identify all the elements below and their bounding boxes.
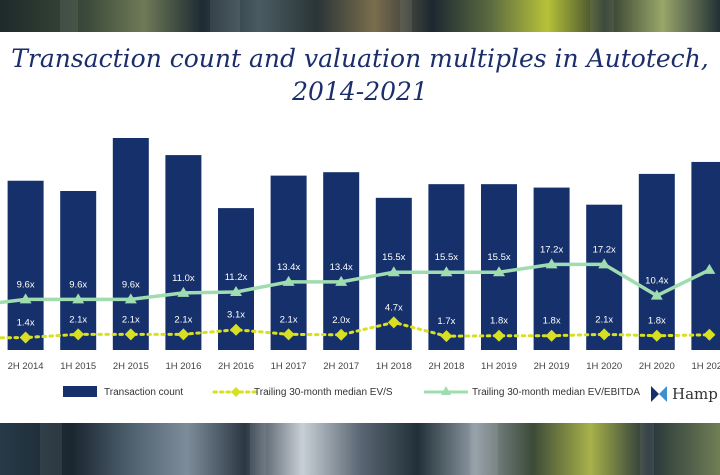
point-ev-ebitda (387, 266, 400, 277)
point-ev-ebitda (282, 275, 295, 286)
point-ev-ebitda (545, 258, 558, 269)
data-label-ev-ebitda: 15.5x (382, 252, 405, 263)
brand-logo-text: Hamp (672, 385, 718, 403)
point-ev-ebitda (230, 285, 242, 296)
point-ev-s (177, 328, 190, 341)
legend: Transaction count Trailing 30-month medi… (63, 386, 640, 398)
data-label-ev-ebitda: 17.2x (540, 244, 563, 255)
bar-transaction-count (165, 155, 202, 350)
point-ev-s (230, 323, 242, 336)
point-ev-s (703, 328, 716, 341)
point-ev-s (440, 330, 453, 343)
data-label-ev-s: 1.4x (17, 318, 35, 329)
bar-transaction-count (112, 138, 149, 350)
legend-marker-ev-ebitda (441, 386, 451, 395)
point-ev-s (545, 329, 558, 342)
x-tick-label: 1H 2017 (271, 361, 307, 372)
hampleton-logo-icon (651, 386, 667, 402)
point-ev-ebitda (650, 289, 663, 300)
data-label-ev-s: 3.1x (227, 310, 245, 321)
data-label-ev-s: 2.1x (174, 314, 192, 325)
data-label-ev-s: 2.1x (280, 314, 298, 325)
x-tick-label: 1H 2018 (376, 361, 412, 372)
series-line-ev-s (0, 320, 711, 340)
brand-logo: Hamp (651, 384, 718, 404)
legend-label-ev-s: Trailing 30-month median EV/S (254, 387, 393, 398)
point-ev-s (335, 328, 348, 341)
legend-label-transaction-count: Transaction count (104, 387, 183, 398)
ev-s-series-layer: 1.3x1.4x2.1x2.1x2.1x3.1x2.1x2.0x4.7x1.7x… (0, 302, 716, 344)
data-label-ev-ebitda: 9.6x (69, 279, 87, 290)
bar-transaction-count (270, 175, 307, 350)
legend-marker-ev-s (231, 387, 241, 397)
point-ev-ebitda (124, 293, 137, 304)
x-tick-label: 2H 2020 (639, 361, 675, 372)
point-ev-s (598, 328, 611, 341)
data-label-ev-s: 1.8x (490, 316, 508, 327)
point-ev-s (72, 328, 85, 341)
data-label-ev-s: 1.8x (648, 316, 666, 327)
x-tick-label: 1H 2016 (165, 361, 201, 372)
point-ev-s (493, 329, 505, 342)
point-ev-ebitda (72, 293, 85, 304)
x-tick-label: 2H 2016 (218, 361, 254, 372)
point-ev-ebitda (335, 275, 348, 286)
point-ev-s (282, 328, 295, 341)
data-label-ev-s: 2.0x (332, 315, 350, 326)
chart-title: Transaction count and valuation multiple… (11, 44, 709, 106)
point-ev-s (650, 329, 663, 342)
data-label-ev-ebitda: 15.5x (487, 252, 510, 263)
legend-label-ev-ebitda: Trailing 30-month median EV/EBITDA (472, 387, 640, 398)
data-label-ev-ebitda: 9.6x (122, 279, 140, 290)
x-tick-label: 2H 2019 (534, 361, 570, 372)
point-ev-ebitda (440, 266, 453, 277)
point-ev-ebitda (19, 293, 32, 304)
data-label-ev-ebitda: 13.4x (330, 262, 353, 273)
point-ev-ebitda (703, 263, 716, 274)
header-photo-strip (0, 0, 720, 32)
point-ev-ebitda (598, 258, 611, 269)
x-tick-label: 1H 2015 (60, 361, 96, 372)
legend-swatch-transaction-count (63, 386, 97, 397)
bar-transaction-count (60, 191, 97, 350)
data-label-ev-ebitda: 11.0x (172, 273, 195, 284)
ev-ebitda-series-layer: 8.2x9.6x9.6x9.6x11.0x11.2x13.4x13.4x15.5… (0, 244, 716, 305)
data-label-ev-ebitda: 15.5x (435, 252, 458, 263)
footer-photo-strip (0, 423, 720, 475)
data-label-ev-ebitda: 11.2x (225, 272, 248, 283)
data-label-ev-s: 2.1x (122, 314, 140, 325)
data-label-ev-ebitda: 13.4x (277, 262, 300, 273)
bar-transaction-count (533, 187, 570, 350)
point-ev-s (387, 316, 400, 329)
bar-transaction-count (323, 172, 360, 350)
bar-transaction-count (638, 173, 675, 350)
data-label-ev-ebitda: 9.6x (17, 279, 35, 290)
x-tick-label: 1H 2019 (481, 361, 517, 372)
x-tick-label: 2H 2014 (8, 361, 44, 372)
point-ev-s (124, 328, 137, 341)
x-tick-label: 2H 2018 (428, 361, 464, 372)
bar-transaction-count (691, 161, 720, 350)
data-label-ev-s: 2.1x (69, 314, 87, 325)
data-label-ev-s: 4.7x (385, 302, 403, 313)
point-ev-s (19, 331, 32, 344)
bar-transaction-count (586, 204, 623, 350)
point-ev-ebitda (177, 286, 190, 297)
x-tick-label: 1H 2020 (586, 361, 622, 372)
x-tick-label: 2H 2015 (113, 361, 149, 372)
x-tick-label: 1H 2021 (691, 361, 720, 372)
data-label-ev-s: 2.1x (595, 314, 613, 325)
data-label-ev-ebitda: 17.2x (593, 244, 616, 255)
data-label-ev-s: 1.8x (543, 316, 561, 327)
x-tick-label: 2H 2017 (323, 361, 359, 372)
data-label-ev-ebitda: 10.4x (645, 276, 668, 287)
data-label-ev-s: 1.7x (437, 316, 455, 327)
point-ev-ebitda (493, 266, 505, 277)
bar-transaction-count (7, 180, 44, 350)
